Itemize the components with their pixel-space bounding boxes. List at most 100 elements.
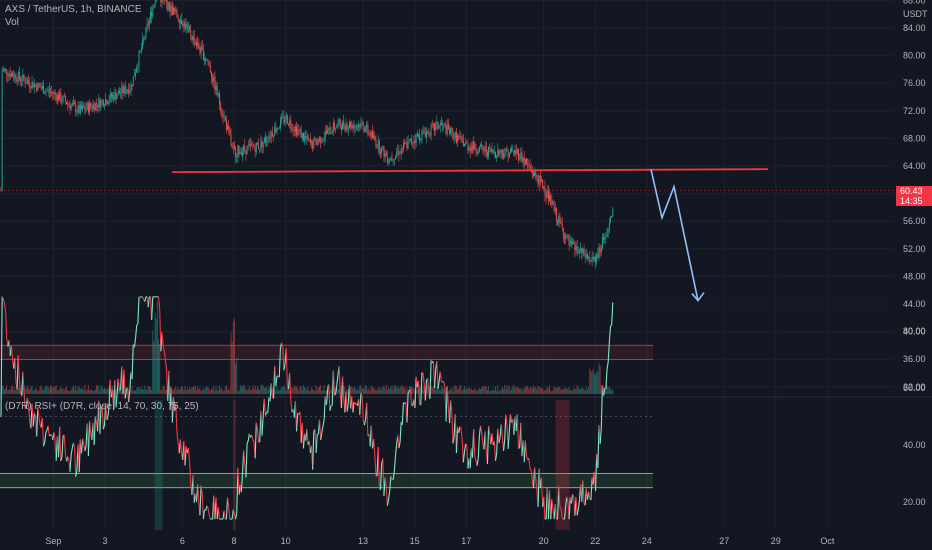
- rsi-segment: [199, 485, 202, 516]
- candle-body: [108, 100, 110, 104]
- candle-body: [595, 256, 596, 263]
- rsi-segment: [217, 507, 221, 520]
- candle-body: [150, 11, 151, 19]
- rsi-segment: [466, 444, 469, 469]
- volume-bar: [162, 385, 164, 394]
- rsi-segment: [283, 363, 286, 371]
- candle-body: [47, 89, 49, 91]
- volume-bar: [143, 388, 145, 394]
- rsi-segment: [611, 302, 614, 325]
- rsi-segment: [240, 474, 244, 493]
- candle-body: [100, 100, 102, 108]
- rsi-segment: [572, 494, 575, 498]
- volume-bar: [144, 385, 146, 394]
- rsi-segment: [69, 454, 72, 472]
- rsi-segment: [208, 514, 211, 520]
- candle-body: [439, 122, 441, 126]
- volume-bar: [135, 390, 136, 394]
- candle-body: [489, 146, 491, 149]
- candle-body: [587, 254, 588, 259]
- candle-body: [484, 146, 486, 152]
- volume-bar: [507, 388, 509, 394]
- volume-bar: [526, 386, 527, 394]
- volume-bar: [524, 386, 526, 394]
- candle-body: [199, 48, 201, 53]
- rsi-segment: [397, 435, 400, 449]
- candle-body: [580, 247, 582, 252]
- volume-bar: [504, 385, 506, 394]
- candle-body: [303, 132, 304, 140]
- candle-body: [247, 145, 249, 147]
- rsi-segment: [366, 402, 369, 436]
- rsi-segment: [334, 393, 337, 396]
- time-tick-label: 13: [358, 536, 368, 546]
- candle-body: [611, 215, 613, 218]
- rsi-segment: [278, 347, 281, 378]
- candle-body: [110, 93, 112, 98]
- price-tick-label: 48.00: [903, 271, 926, 281]
- volume-bar: [132, 389, 134, 394]
- symbol-legend[interactable]: AXS / TetherUS, 1h, BINANCE: [5, 4, 142, 15]
- candle-body: [503, 153, 504, 158]
- rsi-segment: [448, 400, 452, 424]
- candle-body: [550, 194, 552, 205]
- candle-body: [10, 73, 12, 77]
- rsi-segment: [227, 497, 230, 507]
- candle-body: [266, 140, 268, 142]
- volume-bar: [85, 390, 87, 394]
- candle-body: [44, 92, 46, 94]
- rsi-segment: [36, 407, 39, 437]
- candle-body: [274, 127, 276, 137]
- volume-legend[interactable]: Vol: [5, 17, 19, 28]
- rsi-segment: [101, 406, 104, 430]
- candle-body: [389, 160, 391, 162]
- candle-body: [81, 105, 82, 110]
- candle-body: [566, 235, 568, 237]
- rsi-segment: [267, 397, 270, 413]
- price-axis: 88.00 84.00 80.00 76.00 72.00 68.00 64.00 60.00…: [903, 0, 928, 392]
- rsi-segment: [67, 456, 70, 460]
- volume-bar: [330, 387, 332, 394]
- rsi-segment: [388, 491, 391, 500]
- volume-bar: [165, 390, 166, 394]
- candle-body: [511, 148, 513, 152]
- candle-body: [291, 126, 293, 130]
- volume-bar: [508, 385, 510, 394]
- volume-bar: [82, 387, 84, 394]
- volume-bar: [252, 385, 254, 394]
- candle-body: [556, 208, 557, 221]
- volume-bar: [408, 386, 410, 394]
- candle-body: [329, 127, 331, 135]
- volume-bar: [450, 389, 452, 394]
- volume-bar: [473, 389, 475, 394]
- volume-bar: [462, 389, 464, 394]
- volume-bar: [600, 385, 602, 394]
- volume-bar: [350, 387, 352, 394]
- rsi-segment: [80, 438, 84, 454]
- rsi-segment: [437, 381, 440, 390]
- volume-bar: [321, 390, 323, 394]
- rsi-segment: [603, 388, 606, 396]
- rsi-segment: [87, 420, 91, 456]
- rsi-segment: [543, 496, 546, 520]
- volume-bar: [97, 385, 99, 394]
- volume-bar: [36, 389, 38, 394]
- rsi-segment: [128, 390, 131, 403]
- rsi-legend[interactable]: (D7R) RSI+ (D7R, close, 14, 70, 30, 75, …: [5, 401, 199, 412]
- candle-body: [482, 146, 484, 150]
- rsi-segment: [135, 325, 138, 339]
- volume-bar: [205, 387, 207, 394]
- volume-bar: [18, 388, 20, 394]
- rsi-segment: [44, 432, 47, 443]
- volume-bar: [183, 389, 185, 394]
- volume-bar: [98, 385, 100, 394]
- rsi-segment: [575, 497, 578, 516]
- volume-bar: [179, 389, 181, 394]
- candle-body: [465, 142, 467, 145]
- rsi-segment: [228, 506, 231, 520]
- rsi-segment: [473, 428, 476, 457]
- volume-bar: [255, 390, 257, 394]
- rsi-segment: [290, 399, 293, 413]
- candle-body: [123, 86, 125, 94]
